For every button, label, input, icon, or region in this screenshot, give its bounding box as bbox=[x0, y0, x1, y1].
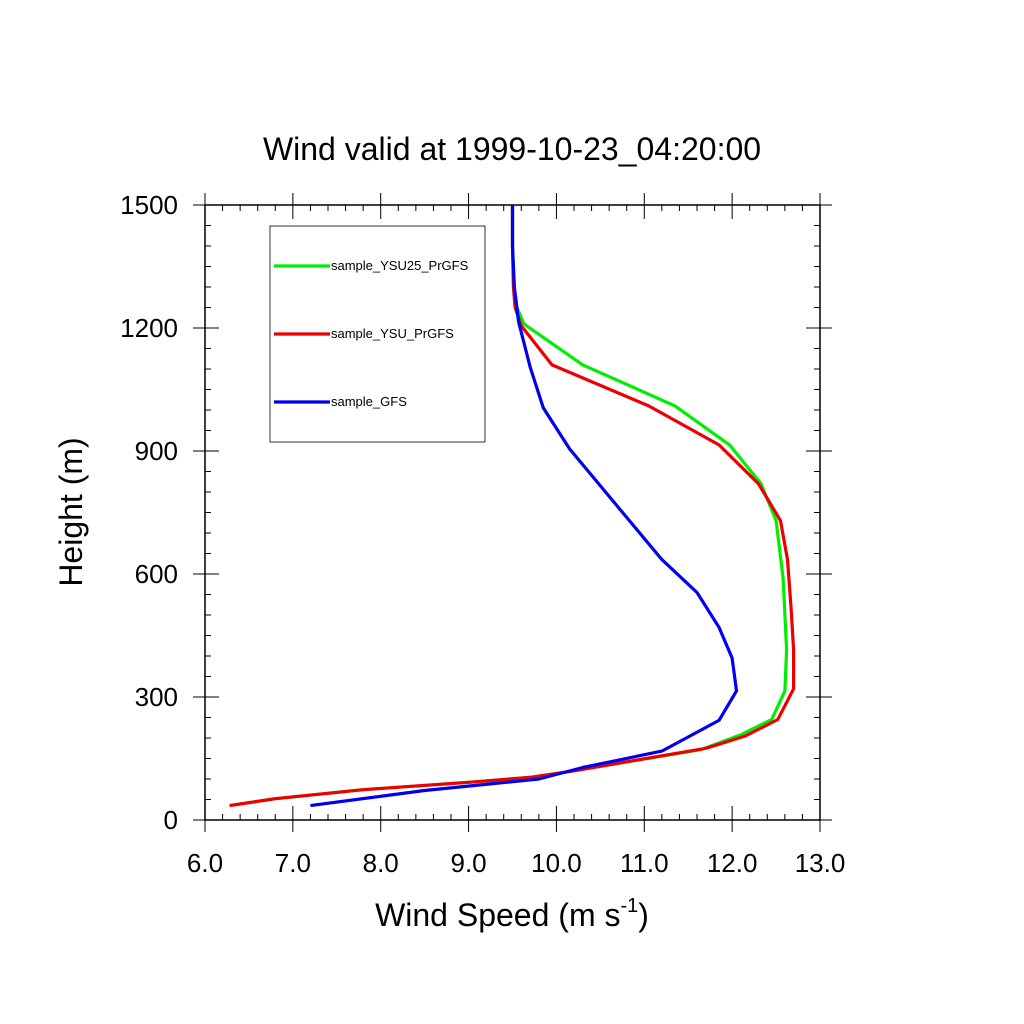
x-tick-label: 11.0 bbox=[620, 848, 669, 878]
plot-area: 6.0 7.0 8.0 9.0 10.0 11.0 12.0 13.0 0 300 600 900 1… bbox=[120, 190, 845, 878]
x-axis-label: Wind Speed (m s-1) bbox=[375, 895, 649, 933]
x-tick-label: 7.0 bbox=[275, 848, 311, 878]
x-tick-label: 9.0 bbox=[450, 848, 486, 878]
y-tick-labels: 0 300 600 900 1200 1500 bbox=[120, 190, 178, 835]
y-tick-label: 600 bbox=[135, 559, 178, 589]
legend-label: sample_YSU25_PrGFS bbox=[331, 258, 469, 273]
y-axis-label: Height (m) bbox=[53, 437, 89, 586]
x-tick-label: 12.0 bbox=[707, 848, 758, 878]
legend-label: sample_GFS bbox=[331, 394, 407, 409]
legend-label: sample_YSU_PrGFS bbox=[331, 326, 454, 341]
x-tick-label: 6.0 bbox=[187, 848, 223, 878]
y-tick-label: 0 bbox=[164, 805, 178, 835]
y-tick-label: 300 bbox=[135, 682, 178, 712]
x-axis-label-end: ) bbox=[638, 897, 649, 933]
x-tick-label: 8.0 bbox=[363, 848, 399, 878]
x-axis-label-superscript: -1 bbox=[620, 895, 638, 917]
x-tick-label: 13.0 bbox=[795, 848, 846, 878]
legend-items: sample_YSU25_PrGFS sample_YSU_PrGFSsample… bbox=[274, 258, 469, 409]
legend: sample_YSU25_PrGFS sample_YSU_PrGFSsample… bbox=[269, 225, 486, 443]
y-tick-label: 1200 bbox=[120, 313, 178, 343]
series-line-sample_GFS bbox=[310, 205, 739, 808]
axis-ticks bbox=[193, 193, 832, 832]
y-tick-label: 1500 bbox=[120, 190, 178, 220]
chart-title: Wind valid at 1999-10-23_04:20:00 bbox=[263, 131, 761, 167]
y-tick-label: 900 bbox=[135, 436, 178, 466]
series-lines bbox=[229, 205, 796, 808]
x-tick-labels: 6.0 7.0 8.0 9.0 10.0 11.0 12.0 13.0 bbox=[187, 848, 845, 878]
x-tick-label: 10.0 bbox=[531, 848, 582, 878]
